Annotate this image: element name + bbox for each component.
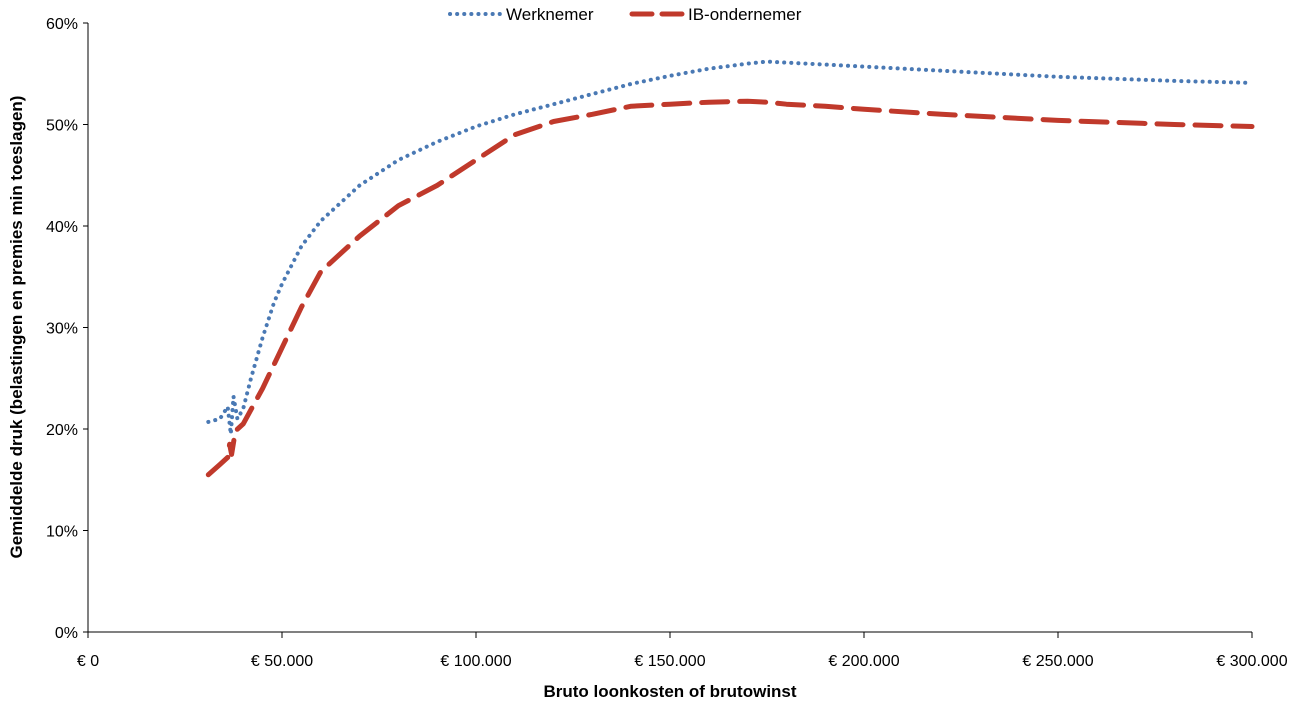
legend-label: Werknemer	[506, 5, 594, 24]
y-axis-title: Gemiddelde druk (belastingen en premies …	[7, 96, 26, 559]
y-tick-label: 0%	[55, 625, 78, 642]
x-tick-label: € 100.000	[440, 653, 511, 670]
y-axis: 0% 10% 20% 30% 40% 50% 60%	[46, 16, 89, 642]
legend-item-1: Werknemer	[448, 5, 594, 24]
series-layer	[205, 59, 1255, 478]
y-tick-label: 60%	[46, 16, 78, 33]
y-tick-label: 50%	[46, 118, 78, 135]
x-tick-label: € 50.000	[251, 653, 313, 670]
x-axis: € 0 € 50.000 € 100.000 € 150.000 € 200.000 € …	[77, 631, 1288, 670]
y-tick-label: 10%	[46, 524, 78, 541]
legend: Werknemer IB-ondernemer	[448, 5, 802, 24]
y-tick-label: 40%	[46, 219, 78, 236]
x-tick-label: € 250.000	[1022, 653, 1093, 670]
y-tick-label: 20%	[46, 422, 78, 439]
legend-item-2: IB-ondernemer	[629, 5, 802, 24]
series-line-1	[206, 59, 1254, 437]
x-tick-label: € 200.000	[828, 653, 899, 670]
x-tick-label: € 0	[77, 653, 99, 670]
x-axis-title: Bruto loonkosten of brutowinst	[543, 682, 796, 701]
series-line-2	[205, 98, 1255, 478]
x-tick-label: € 300.000	[1216, 653, 1287, 670]
x-tick-label: € 150.000	[634, 653, 705, 670]
legend-label: IB-ondernemer	[688, 5, 802, 24]
y-tick-label: 30%	[46, 321, 78, 338]
